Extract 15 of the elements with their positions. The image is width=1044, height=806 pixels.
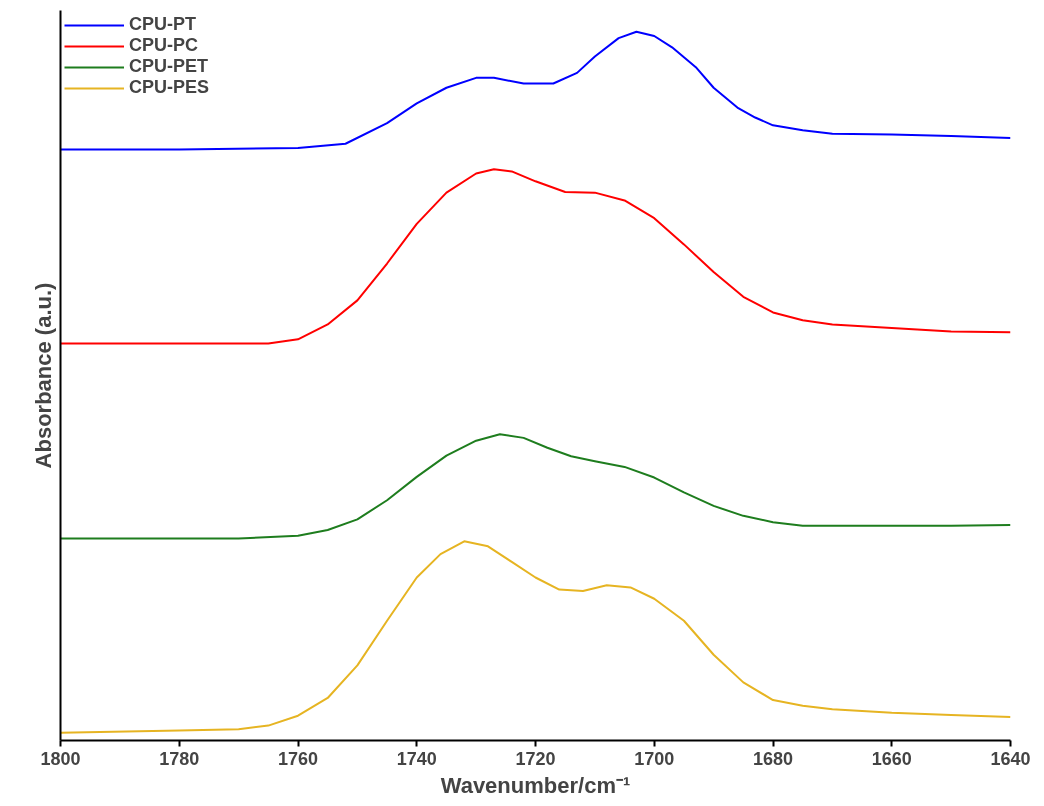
x-tick-label: 1720 [515, 748, 556, 769]
legend-label: CPU-PET [129, 56, 209, 77]
x-tick-label: 1640 [990, 748, 1031, 769]
legend-label: CPU-PC [129, 35, 199, 56]
x-tick-label: 1680 [752, 748, 794, 769]
x-tick-label: 1740 [396, 748, 437, 769]
x-tick-label: 1660 [871, 748, 912, 769]
x-tick-label: 1800 [40, 748, 81, 769]
x-axis-title: Wavenumber/cm⁻¹ [440, 772, 631, 798]
legend-label: CPU-PT [129, 14, 196, 35]
x-tick-label: 1760 [277, 748, 319, 769]
y-axis-title: Absorbance (a.u.) [30, 282, 56, 469]
x-tick-label: 1780 [159, 748, 200, 769]
legend-label: CPU-PES [129, 77, 210, 98]
x-tick-label: 1700 [634, 748, 675, 769]
